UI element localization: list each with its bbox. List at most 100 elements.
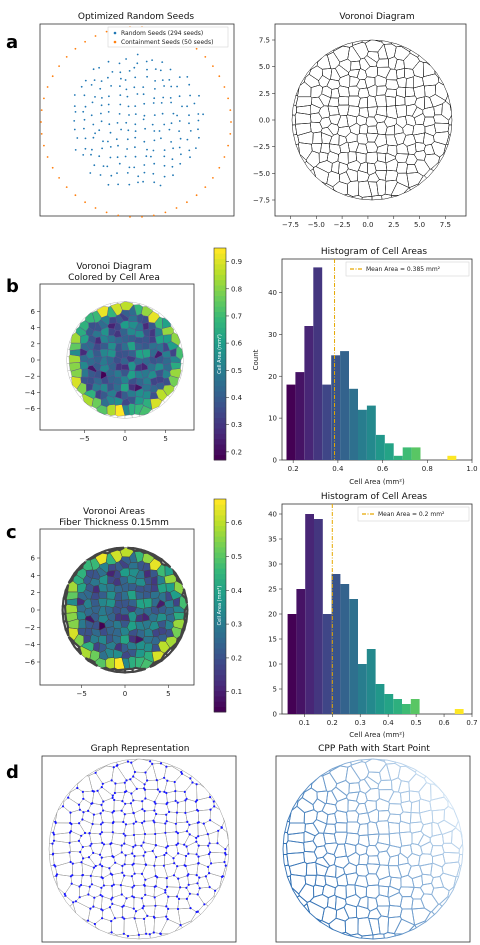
- area-cell: [143, 597, 153, 609]
- legend-marker-containment: [113, 40, 117, 44]
- hist-c-legend: Mean Area = 0.2 mm²: [357, 506, 470, 522]
- colorbar-segment: [214, 610, 226, 617]
- colorbar-segment: [214, 536, 226, 542]
- random-seed-point: [126, 95, 129, 98]
- graph-node: [166, 845, 169, 848]
- hist-ytick-label: 20: [268, 611, 277, 619]
- graph-edge: [159, 918, 181, 935]
- random-seed-point: [193, 102, 196, 105]
- colorbar-tick-label: 0.3: [231, 621, 242, 629]
- graph-edge: [226, 831, 229, 840]
- cpp-path-segment: [323, 823, 337, 835]
- random-seed-point: [125, 58, 127, 60]
- cpp-path-segment: [399, 844, 413, 859]
- graph-node: [165, 791, 168, 795]
- voronoi-cell: [347, 180, 360, 197]
- colorbar-segment: [214, 616, 226, 622]
- graph-node: [81, 818, 84, 821]
- containment-seed-point: [94, 207, 97, 209]
- random-seed-point: [110, 174, 113, 177]
- hist-c-legend-box: [357, 506, 470, 522]
- containment-seed-point: [212, 177, 214, 179]
- graph-node: [120, 809, 123, 812]
- graph-node: [184, 799, 187, 802]
- area-cell: [93, 662, 99, 667]
- histogram-bar: [358, 664, 367, 714]
- graph-node: [70, 882, 73, 885]
- hist-ytick-label: 40: [268, 511, 277, 519]
- voronoi-cell: [448, 114, 453, 126]
- cpp-path-segment: [315, 810, 329, 825]
- graph-node: [78, 896, 81, 899]
- graph-node: [111, 796, 114, 800]
- random-seed-point: [83, 94, 86, 97]
- random-seed-point: [91, 148, 93, 151]
- voronoi-cell: [438, 153, 445, 164]
- cpp-path-segment: [290, 800, 299, 812]
- random-seed-point: [136, 93, 139, 95]
- graph-edge: [95, 765, 107, 772]
- graph-node: [189, 777, 192, 780]
- graph-node: [76, 786, 79, 790]
- random-seed-point: [142, 118, 145, 121]
- area-cell: [131, 413, 140, 419]
- seeds-points: [40, 26, 232, 218]
- hist-ytick-label: 25: [268, 586, 277, 594]
- graph-node: [132, 775, 135, 778]
- graph-node: [69, 830, 73, 833]
- cpp-panel: CPP Path with Start Point: [275, 744, 471, 943]
- random-seed-point: [94, 132, 96, 135]
- voronoi-cell: [291, 114, 296, 126]
- random-seed-point: [163, 85, 166, 87]
- voronoi-cell: [438, 76, 445, 86]
- graph-node: [209, 819, 212, 822]
- voronoi-cell: [434, 81, 449, 101]
- area-cell: [67, 575, 75, 584]
- graph-node: [124, 802, 127, 805]
- graph-node: [153, 896, 156, 899]
- graph-node: [207, 844, 210, 847]
- random-seed-point: [198, 136, 200, 139]
- cpp-path-segment: [405, 765, 417, 773]
- voronoi-cell: [345, 168, 358, 182]
- graph-node: [140, 872, 144, 876]
- random-seed-point: [76, 137, 79, 139]
- hist-xtick-label: 1.0: [466, 465, 477, 473]
- colorbar-segment: [214, 306, 226, 312]
- area-xtick-label: 5: [166, 690, 170, 698]
- graph-edge: [142, 905, 156, 918]
- random-seed-point: [93, 79, 96, 81]
- voronoi-cell: [393, 132, 407, 146]
- hist-b-xlabel: Cell Area (mm²): [349, 478, 405, 486]
- graph-node: [206, 833, 209, 836]
- graph-node: [224, 864, 227, 867]
- colorbar-segment: [214, 578, 226, 585]
- seeds-title: Optimized Random Seeds: [78, 12, 195, 22]
- voronoi-cell: [376, 152, 387, 163]
- voronoi-cell: [423, 153, 440, 170]
- colorbar-segment: [214, 562, 226, 569]
- voronoi-cell: [425, 61, 431, 66]
- graph-node: [94, 864, 97, 868]
- voronoi-cell: [310, 168, 317, 178]
- random-seed-point: [186, 76, 189, 78]
- area-xtick-label: 0: [123, 690, 127, 698]
- graph-edge: [88, 772, 104, 792]
- graph-node: [92, 813, 95, 816]
- voronoi-cell: [361, 39, 371, 44]
- cpp-path-segment: [296, 791, 305, 802]
- graph-node: [108, 906, 112, 909]
- graph-node: [121, 871, 124, 874]
- colored-b-panel: Voronoi Diagram Colored by Cell Area −5 0…: [25, 247, 243, 461]
- cpp-path-segment: [289, 873, 307, 895]
- graph-node: [132, 845, 135, 849]
- area-cell: [134, 337, 144, 344]
- area-cell: [152, 308, 160, 315]
- graph-edge: [133, 833, 146, 846]
- random-seed-point: [134, 146, 136, 149]
- voronoi-xtick-label: 5.0: [414, 221, 425, 229]
- histogram-bar: [411, 447, 421, 460]
- colorbar-segment: [214, 573, 226, 580]
- colorbar-segment: [214, 279, 226, 286]
- graph-node: [51, 842, 54, 845]
